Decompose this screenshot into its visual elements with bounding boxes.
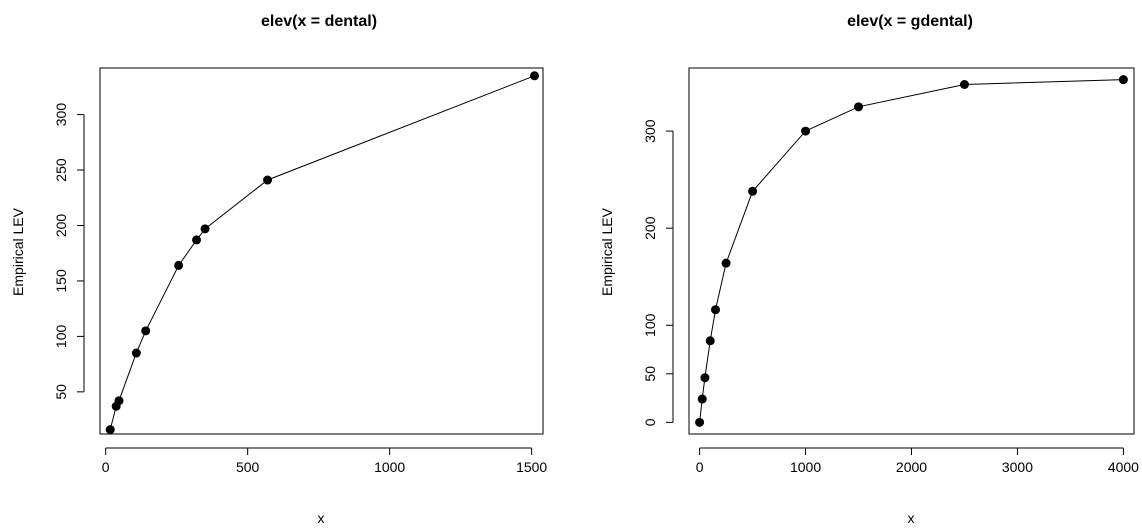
plot-frame bbox=[99, 67, 544, 435]
plot-frame bbox=[688, 67, 1135, 435]
x-tick-label: 1000 bbox=[374, 459, 405, 475]
data-point bbox=[854, 102, 864, 112]
y-tick-label: 0 bbox=[642, 418, 658, 426]
data-point bbox=[959, 80, 969, 90]
data-point bbox=[192, 235, 202, 245]
data-point bbox=[748, 186, 758, 196]
data-point bbox=[141, 326, 151, 336]
y-tick-label: 300 bbox=[53, 103, 69, 127]
series-marks bbox=[105, 71, 539, 435]
x-axis-label: x bbox=[318, 510, 325, 526]
axis-ticks: 0 500 1000 1500 50 100 150 200 250 300 bbox=[53, 103, 547, 475]
data-point bbox=[705, 336, 715, 346]
axis-ticks: 0 1000 2000 3000 4000 0 50 100 200 300 bbox=[642, 119, 1139, 475]
y-tick-label: 100 bbox=[642, 313, 658, 337]
panel-gdental: elev(x = gdental) x Empirical LEV 0 1000 2… bbox=[599, 13, 1139, 526]
y-axis-label: Empirical LEV bbox=[10, 207, 26, 296]
x-axis-label: x bbox=[908, 510, 915, 526]
data-point bbox=[801, 126, 811, 136]
x-tick-label: 1500 bbox=[516, 459, 547, 475]
data-point bbox=[721, 258, 731, 268]
series-line bbox=[699, 79, 1124, 423]
series-marks bbox=[695, 75, 1128, 427]
data-point bbox=[263, 175, 273, 185]
panel-dental: elev(x = dental) x Empirical LEV 0 500 100… bbox=[10, 13, 547, 526]
x-tick-label: 500 bbox=[236, 459, 260, 475]
chart-title: elev(x = dental) bbox=[261, 13, 377, 30]
data-point bbox=[200, 224, 210, 234]
data-point bbox=[700, 373, 710, 383]
x-tick-label: 0 bbox=[696, 459, 704, 475]
series-line bbox=[109, 75, 535, 430]
y-tick-label: 200 bbox=[642, 216, 658, 240]
data-point bbox=[114, 396, 124, 406]
y-tick-label: 200 bbox=[53, 214, 69, 238]
data-point bbox=[174, 260, 184, 270]
data-point bbox=[1118, 75, 1128, 85]
y-tick-label: 300 bbox=[642, 119, 658, 143]
y-tick-label: 50 bbox=[642, 366, 658, 382]
y-tick-label: 100 bbox=[53, 325, 69, 349]
y-tick-label: 150 bbox=[53, 269, 69, 293]
y-tick-label: 250 bbox=[53, 158, 69, 182]
y-axis-label: Empirical LEV bbox=[599, 207, 615, 296]
x-tick-label: 3000 bbox=[1002, 459, 1033, 475]
x-tick-label: 4000 bbox=[1108, 459, 1139, 475]
data-point bbox=[695, 417, 705, 427]
data-point bbox=[710, 305, 720, 315]
data-point bbox=[131, 348, 141, 358]
x-tick-label: 1000 bbox=[790, 459, 821, 475]
x-tick-label: 0 bbox=[102, 459, 110, 475]
data-point bbox=[529, 71, 539, 81]
x-tick-label: 2000 bbox=[896, 459, 927, 475]
chart-title: elev(x = gdental) bbox=[847, 13, 973, 30]
data-point bbox=[697, 394, 707, 404]
y-tick-label: 50 bbox=[53, 384, 69, 400]
data-point bbox=[105, 425, 115, 435]
